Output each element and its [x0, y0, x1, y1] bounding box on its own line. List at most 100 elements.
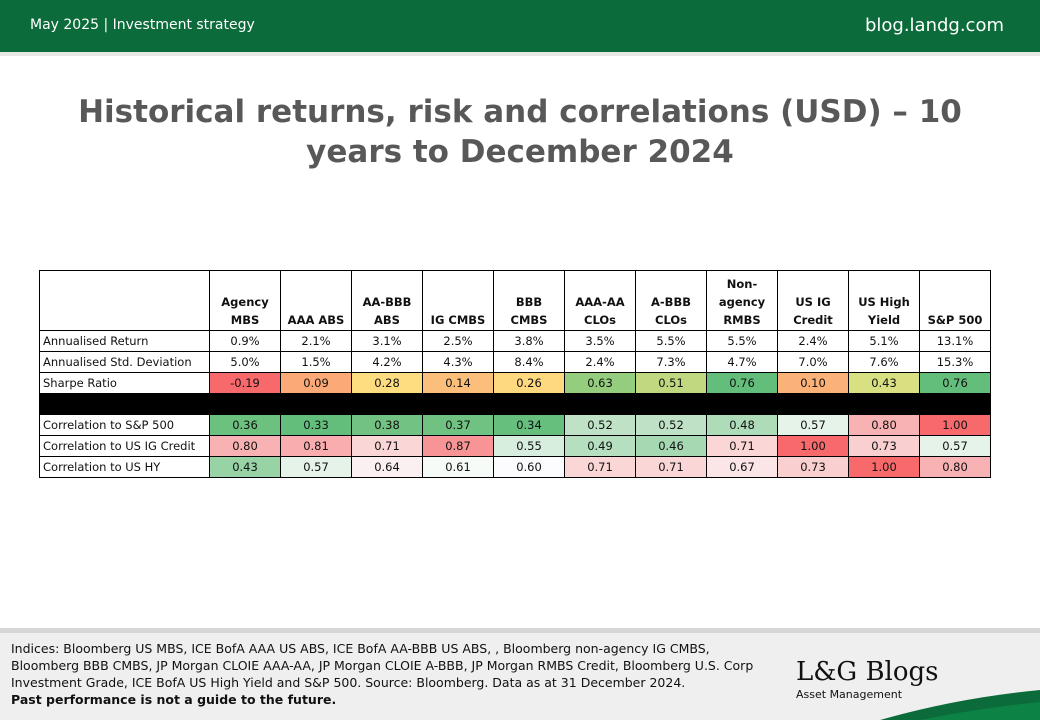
footer-divider: [0, 628, 1040, 633]
table-cell: 0.09: [280, 372, 352, 394]
logo-sub-text: Asset Management: [796, 688, 903, 701]
table-cell: 7.0%: [777, 351, 849, 373]
table-cell: 15.3%: [919, 351, 991, 373]
table-cell: 0.51: [635, 372, 707, 394]
table-cell: 0.49: [564, 435, 636, 457]
table-row: Annualised Std. Deviation 5.0% 1.5% 4.2% 4.3…: [39, 351, 991, 373]
table-cell: 0.36: [209, 414, 281, 436]
green-swoosh-icon: [880, 690, 1040, 720]
table-cell: 0.57: [919, 435, 991, 457]
top-banner: May 2025 | Investment strategy blog.land…: [0, 0, 1040, 52]
returns-table: Agency MBS AAA ABS AA-BBB ABS IG CMBS BBB CM…: [39, 270, 991, 478]
column-header: AAA-AA CLOs: [564, 270, 636, 331]
row-label: Correlation to S&P 500: [39, 414, 210, 436]
column-header: US IG Credit: [777, 270, 849, 331]
table-cell: 0.43: [848, 372, 920, 394]
table-cell: 0.28: [351, 372, 423, 394]
table-cell: 2.4%: [777, 330, 849, 352]
table-cell: 3.8%: [493, 330, 565, 352]
table-cell: 0.63: [564, 372, 636, 394]
table-cell: 0.71: [351, 435, 423, 457]
footer-notes: Indices: Bloomberg US MBS, ICE BofA AAA …: [11, 640, 771, 708]
table-cell: 3.1%: [351, 330, 423, 352]
table-cell: 2.4%: [564, 351, 636, 373]
table-cell: 0.37: [422, 414, 494, 436]
row-label: Annualised Std. Deviation: [39, 351, 210, 373]
separator-cell: [39, 393, 991, 415]
table-cell: 7.6%: [848, 351, 920, 373]
table-cell: 0.57: [280, 456, 352, 478]
column-header: IG CMBS: [422, 270, 494, 331]
table-cell: 2.1%: [280, 330, 352, 352]
table-cell: 0.33: [280, 414, 352, 436]
column-header: S&P 500: [919, 270, 991, 331]
table-cell: 7.3%: [635, 351, 707, 373]
row-label: Correlation to US HY: [39, 456, 210, 478]
header-divider: [0, 52, 1040, 56]
table-cell: 0.43: [209, 456, 281, 478]
table-cell: 0.10: [777, 372, 849, 394]
table-cell: 5.1%: [848, 330, 920, 352]
table-cell: 0.87: [422, 435, 494, 457]
indices-source-note: Indices: Bloomberg US MBS, ICE BofA AAA …: [11, 641, 754, 690]
table-cell: 4.3%: [422, 351, 494, 373]
row-label: Sharpe Ratio: [39, 372, 210, 394]
table-cell: 0.38: [351, 414, 423, 436]
table-cell: 0.80: [848, 414, 920, 436]
table-cell: 1.00: [919, 414, 991, 436]
column-header: Agency MBS: [209, 270, 281, 331]
table-cell: 0.67: [706, 456, 778, 478]
lg-blogs-logo: L&G Blogs Asset Management: [796, 658, 939, 701]
table-cell: 0.14: [422, 372, 494, 394]
column-header: AA-BBB ABS: [351, 270, 423, 331]
row-label: Annualised Return: [39, 330, 210, 352]
table-cell: 0.55: [493, 435, 565, 457]
table-cell: 0.81: [280, 435, 352, 457]
separator-row: [39, 393, 991, 415]
table-cell: 0.71: [635, 456, 707, 478]
table-cell: 0.64: [351, 456, 423, 478]
table-cell: 0.26: [493, 372, 565, 394]
column-header: BBB CMBS: [493, 270, 565, 331]
table-row: Sharpe Ratio -0.19 0.09 0.28 0.14 0.26 0.63 0.5…: [39, 372, 991, 394]
column-header: Non-agency RMBS: [706, 270, 778, 331]
table-cell: 0.73: [777, 456, 849, 478]
table-cell: 2.5%: [422, 330, 494, 352]
table-cell: 5.0%: [209, 351, 281, 373]
column-header: US High Yield: [848, 270, 920, 331]
table-cell: 0.80: [919, 456, 991, 478]
table-row: Correlation to S&P 500 0.36 0.33 0.38 0.37 0.…: [39, 414, 991, 436]
table-cell: 0.57: [777, 414, 849, 436]
table-header-row: Agency MBS AAA ABS AA-BBB ABS IG CMBS BBB CM…: [39, 270, 991, 331]
logo-brand-text: L&G Blogs: [796, 657, 939, 687]
page-title: Historical returns, risk and correlation…: [78, 94, 962, 170]
table-cell: -0.19: [209, 372, 281, 394]
table-cell: 0.34: [493, 414, 565, 436]
column-header: A-BBB CLOs: [635, 270, 707, 331]
table-cell: 0.71: [564, 456, 636, 478]
table-cell: 0.52: [635, 414, 707, 436]
table-row: Correlation to US HY 0.43 0.57 0.64 0.61 0.60…: [39, 456, 991, 478]
table-row: Annualised Return 0.9% 2.1% 3.1% 2.5% 3.8% 3.5…: [39, 330, 991, 352]
table-cell: 0.71: [706, 435, 778, 457]
table-cell: 0.46: [635, 435, 707, 457]
table-cell: 13.1%: [919, 330, 991, 352]
table-cell: 8.4%: [493, 351, 565, 373]
table-cell: 0.61: [422, 456, 494, 478]
table-cell: 0.76: [919, 372, 991, 394]
table-cell: 0.48: [706, 414, 778, 436]
table-cell: 4.7%: [706, 351, 778, 373]
table-cell: 0.52: [564, 414, 636, 436]
row-label: Correlation to US IG Credit: [39, 435, 210, 457]
table-cell: 0.73: [848, 435, 920, 457]
table-cell: 1.5%: [280, 351, 352, 373]
blog-url-link[interactable]: blog.landg.com: [864, 15, 1004, 36]
performance-disclaimer: Past performance is not a guide to the f…: [11, 692, 337, 707]
table-cell: 1.00: [848, 456, 920, 478]
table-row: Correlation to US IG Credit 0.80 0.81 0.71 0…: [39, 435, 991, 457]
table-cell: 0.60: [493, 456, 565, 478]
table-cell: 0.9%: [209, 330, 281, 352]
table-cell: 3.5%: [564, 330, 636, 352]
table-cell: 4.2%: [351, 351, 423, 373]
table-cell: 5.5%: [635, 330, 707, 352]
